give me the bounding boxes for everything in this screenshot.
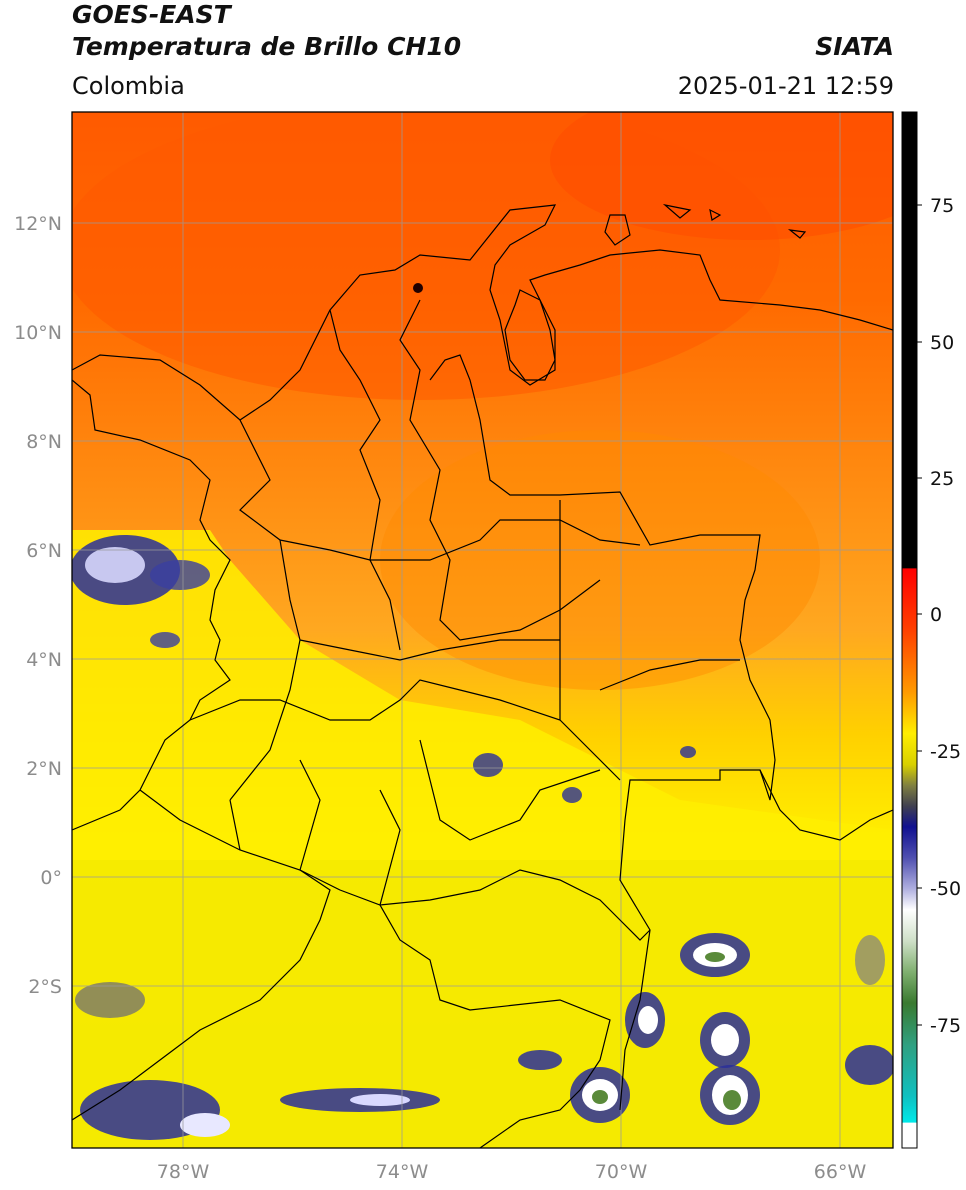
lon-label: 70°W — [595, 1161, 648, 1183]
dept-lines-9 — [559, 500, 740, 720]
datetime-label: 2025-01-21 12:59 — [677, 72, 894, 100]
map-frame — [71, 111, 894, 1149]
colorbar-tick: -50 — [930, 878, 961, 900]
dept-lines-3 — [399, 299, 601, 641]
lat-label: 8°N — [26, 431, 62, 453]
colombia-east-border — [429, 354, 776, 1111]
islands — [604, 203, 807, 246]
maracaibo-lake — [504, 289, 556, 381]
colorbar-tick: 75 — [930, 195, 954, 217]
lat-label: 4°N — [26, 649, 62, 671]
colorbar-tick: -75 — [930, 1015, 961, 1037]
cold-cloud-cluster-southwest — [75, 982, 440, 1140]
dept-lines-6 — [189, 679, 621, 781]
brightness-temperature-field — [72, 112, 893, 1148]
pacific-coast — [72, 379, 231, 831]
colorbar-tick: -25 — [930, 741, 961, 763]
venezuela-brazil-border — [759, 769, 893, 841]
lat-label: 12°N — [14, 213, 62, 235]
title-satellite: GOES-EAST — [72, 0, 231, 29]
cold-cloud-cluster-west — [72, 535, 210, 648]
caribbean-coast — [72, 204, 893, 421]
dept-lines-8 — [229, 759, 401, 906]
dept-lines-1 — [229, 419, 301, 801]
dept-lines-2 — [329, 309, 401, 651]
title-product: Temperatura de Brillo CH10 — [72, 32, 462, 61]
dept-lines-5 — [299, 639, 560, 661]
lat-label: 0° — [40, 867, 62, 889]
lon-label: 74°W — [376, 1161, 429, 1183]
lat-label: 10°N — [14, 322, 62, 344]
longitude-labels: 78°W 74°W 70°W 66°W — [157, 1161, 867, 1183]
region-label: Colombia — [72, 72, 185, 100]
dept-lines-4 — [279, 519, 641, 561]
lat-label: 6°N — [26, 540, 62, 562]
colorbar-tick: 25 — [930, 468, 954, 490]
latitude-labels: 12°N 10°N 8°N 6°N 4°N 2°N 0° 2°S — [14, 213, 62, 998]
lat-label: 2°N — [26, 758, 62, 780]
colorbar-scale — [901, 111, 918, 1149]
cold-cloud-cluster-southeast — [518, 933, 893, 1125]
colorbar-tick: 0 — [930, 604, 942, 626]
colorbar: 75 50 25 0 -25 -50 -75 — [901, 111, 961, 1149]
borders — [72, 203, 893, 1148]
lon-label: 78°W — [157, 1161, 210, 1183]
peru-ecuador-border — [72, 869, 331, 1121]
graticule — [72, 112, 893, 1148]
colombia-south-border — [139, 789, 651, 941]
lon-label: 66°W — [814, 1161, 867, 1183]
colorbar-tick: 50 — [930, 332, 954, 354]
dept-lines-7 — [419, 739, 601, 841]
amazon-trapezoid — [379, 904, 611, 1148]
lat-label: 2°S — [28, 976, 62, 998]
small-cold-cells — [413, 283, 696, 803]
org-label: SIATA — [815, 32, 894, 61]
